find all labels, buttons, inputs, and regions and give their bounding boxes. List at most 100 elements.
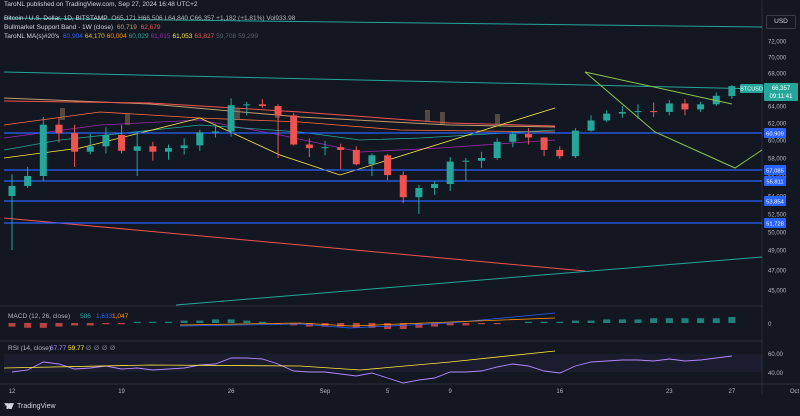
macd-histogram-bar <box>728 317 736 323</box>
channel-trendline <box>3 71 763 90</box>
x-tick-label: Oct <box>790 389 800 395</box>
macd-histogram-bar <box>133 321 141 323</box>
projection-path <box>584 71 763 169</box>
macd-histogram-bar <box>243 320 251 323</box>
indicator2-value: 60,904 <box>63 33 83 40</box>
y-tick-label: 47,000 <box>768 269 787 275</box>
indicator1-value-2: 62,679 <box>140 24 161 31</box>
level-price-tag <box>764 218 786 228</box>
rsi-value: Ø <box>102 345 107 352</box>
candle-body <box>618 111 626 114</box>
macd-histogram-bar <box>650 318 658 323</box>
y-tick-label: 45,000 <box>768 289 787 295</box>
candle-body <box>571 130 579 157</box>
macd-histogram-bar <box>180 320 188 323</box>
candle-body <box>71 133 79 152</box>
candle-body <box>196 132 204 146</box>
ohlc-values: O65,171 H66,506 L64,840 C66,357 +1,182 (… <box>111 15 296 22</box>
x-tick-label: 9 <box>449 389 453 395</box>
candle-body <box>86 146 94 152</box>
macd-histogram-bar <box>415 323 423 328</box>
indicator2-name: TaroNL MA(s)#20's <box>4 33 60 40</box>
y-tick-label: 62,000 <box>768 122 787 128</box>
macd-value: 586 <box>80 313 91 320</box>
symbol-legend: Bitcoin / U.S. Dollar, 1D, BITSTAMP O65,… <box>4 15 297 23</box>
green-uptrend-line <box>175 256 763 306</box>
tradingview-logo-icon <box>4 403 14 410</box>
candle-body <box>384 155 392 176</box>
macd-histogram-bar <box>258 321 266 323</box>
indicator2-value: 59,708 <box>216 33 237 40</box>
rsi-value: Ø <box>110 345 115 352</box>
indicator2-value: 61,015 <box>150 33 171 40</box>
macd-histogram-bar <box>681 318 689 323</box>
level-price-tag <box>764 165 786 175</box>
rsi-band <box>4 354 762 372</box>
candle-body <box>603 113 611 121</box>
rsi-value: Ø <box>86 345 91 352</box>
y-tick-label: 49,000 <box>768 249 787 255</box>
candle-body <box>368 155 376 165</box>
candle-body <box>211 131 219 133</box>
rsi-line <box>11 355 732 384</box>
macd-histogram-bar <box>102 323 110 325</box>
ma-purple <box>3 119 556 153</box>
candle-body <box>290 115 298 145</box>
rsi-value: 67.77 <box>50 345 67 352</box>
rsi-tick-label: 60.00 <box>768 352 784 358</box>
tradingview-logo: TradingView <box>4 403 56 410</box>
macd-histogram-bar <box>71 323 79 326</box>
y-tick-label: 64,000 <box>768 105 787 111</box>
candle-body <box>524 134 532 138</box>
bull-band-block <box>495 114 500 126</box>
candle-body <box>227 105 235 132</box>
rsi-ma-line <box>3 350 556 371</box>
macd-histogram-bar <box>524 321 532 323</box>
level-price-tag <box>764 128 786 138</box>
candle-body <box>118 134 126 151</box>
x-tick-label: 12 <box>9 389 16 395</box>
macd-histogram-bar <box>571 320 579 323</box>
macd-title: MACD (12, 26, close) <box>8 313 70 320</box>
bull-band-ma-2 <box>3 100 556 127</box>
y-tick-label: 60,000 <box>768 139 787 145</box>
publisher-line: TaroNL published on TradingView.com, Sep… <box>4 1 198 8</box>
y-tick-label: 68,000 <box>768 72 787 78</box>
macd-histogram-bar <box>118 323 126 325</box>
candle-body <box>728 86 736 97</box>
macd-histogram-bar <box>556 321 564 323</box>
candle-body <box>665 103 673 112</box>
candle-body <box>462 160 470 162</box>
macd-histogram-bar <box>478 323 485 325</box>
indicator2-value: 59,299 <box>238 33 259 40</box>
indicator1-name: Bullmarket Support Band - 1W (close) <box>4 24 114 31</box>
macd-histogram-bar <box>697 318 705 323</box>
macd-histogram-bar <box>211 319 219 323</box>
candle-body <box>540 137 548 150</box>
current-price-value: 66,357 <box>772 86 791 92</box>
indicator2-value: 61,053 <box>172 33 193 40</box>
candle-body <box>243 104 251 106</box>
macd-histogram-bar <box>587 320 595 323</box>
rsi-value: 59.77 <box>68 345 85 352</box>
level-price-value: 51,728 <box>766 222 784 228</box>
x-tick-label: 23 <box>666 389 673 395</box>
candle-body <box>587 120 595 131</box>
indicator2-value: 60,004 <box>106 33 127 40</box>
macd-histogram-bar <box>165 321 172 323</box>
logo-text: TradingView <box>17 403 56 410</box>
level-price-tag <box>764 196 786 206</box>
indicator2-value: 63,827 <box>194 33 215 40</box>
macd-histogram-bar <box>196 320 204 323</box>
countdown-timer: 09:11:41 <box>770 94 794 100</box>
bull-band-block <box>440 112 445 124</box>
candle-body <box>24 176 32 186</box>
currency-button[interactable]: USD <box>766 15 796 29</box>
candle-body <box>650 111 658 113</box>
macd-histogram-bar <box>712 318 720 323</box>
bull-band-block <box>60 108 65 120</box>
y-tick-label: 72,000 <box>768 40 787 46</box>
candle-body <box>634 111 642 113</box>
candle-body <box>712 95 720 105</box>
